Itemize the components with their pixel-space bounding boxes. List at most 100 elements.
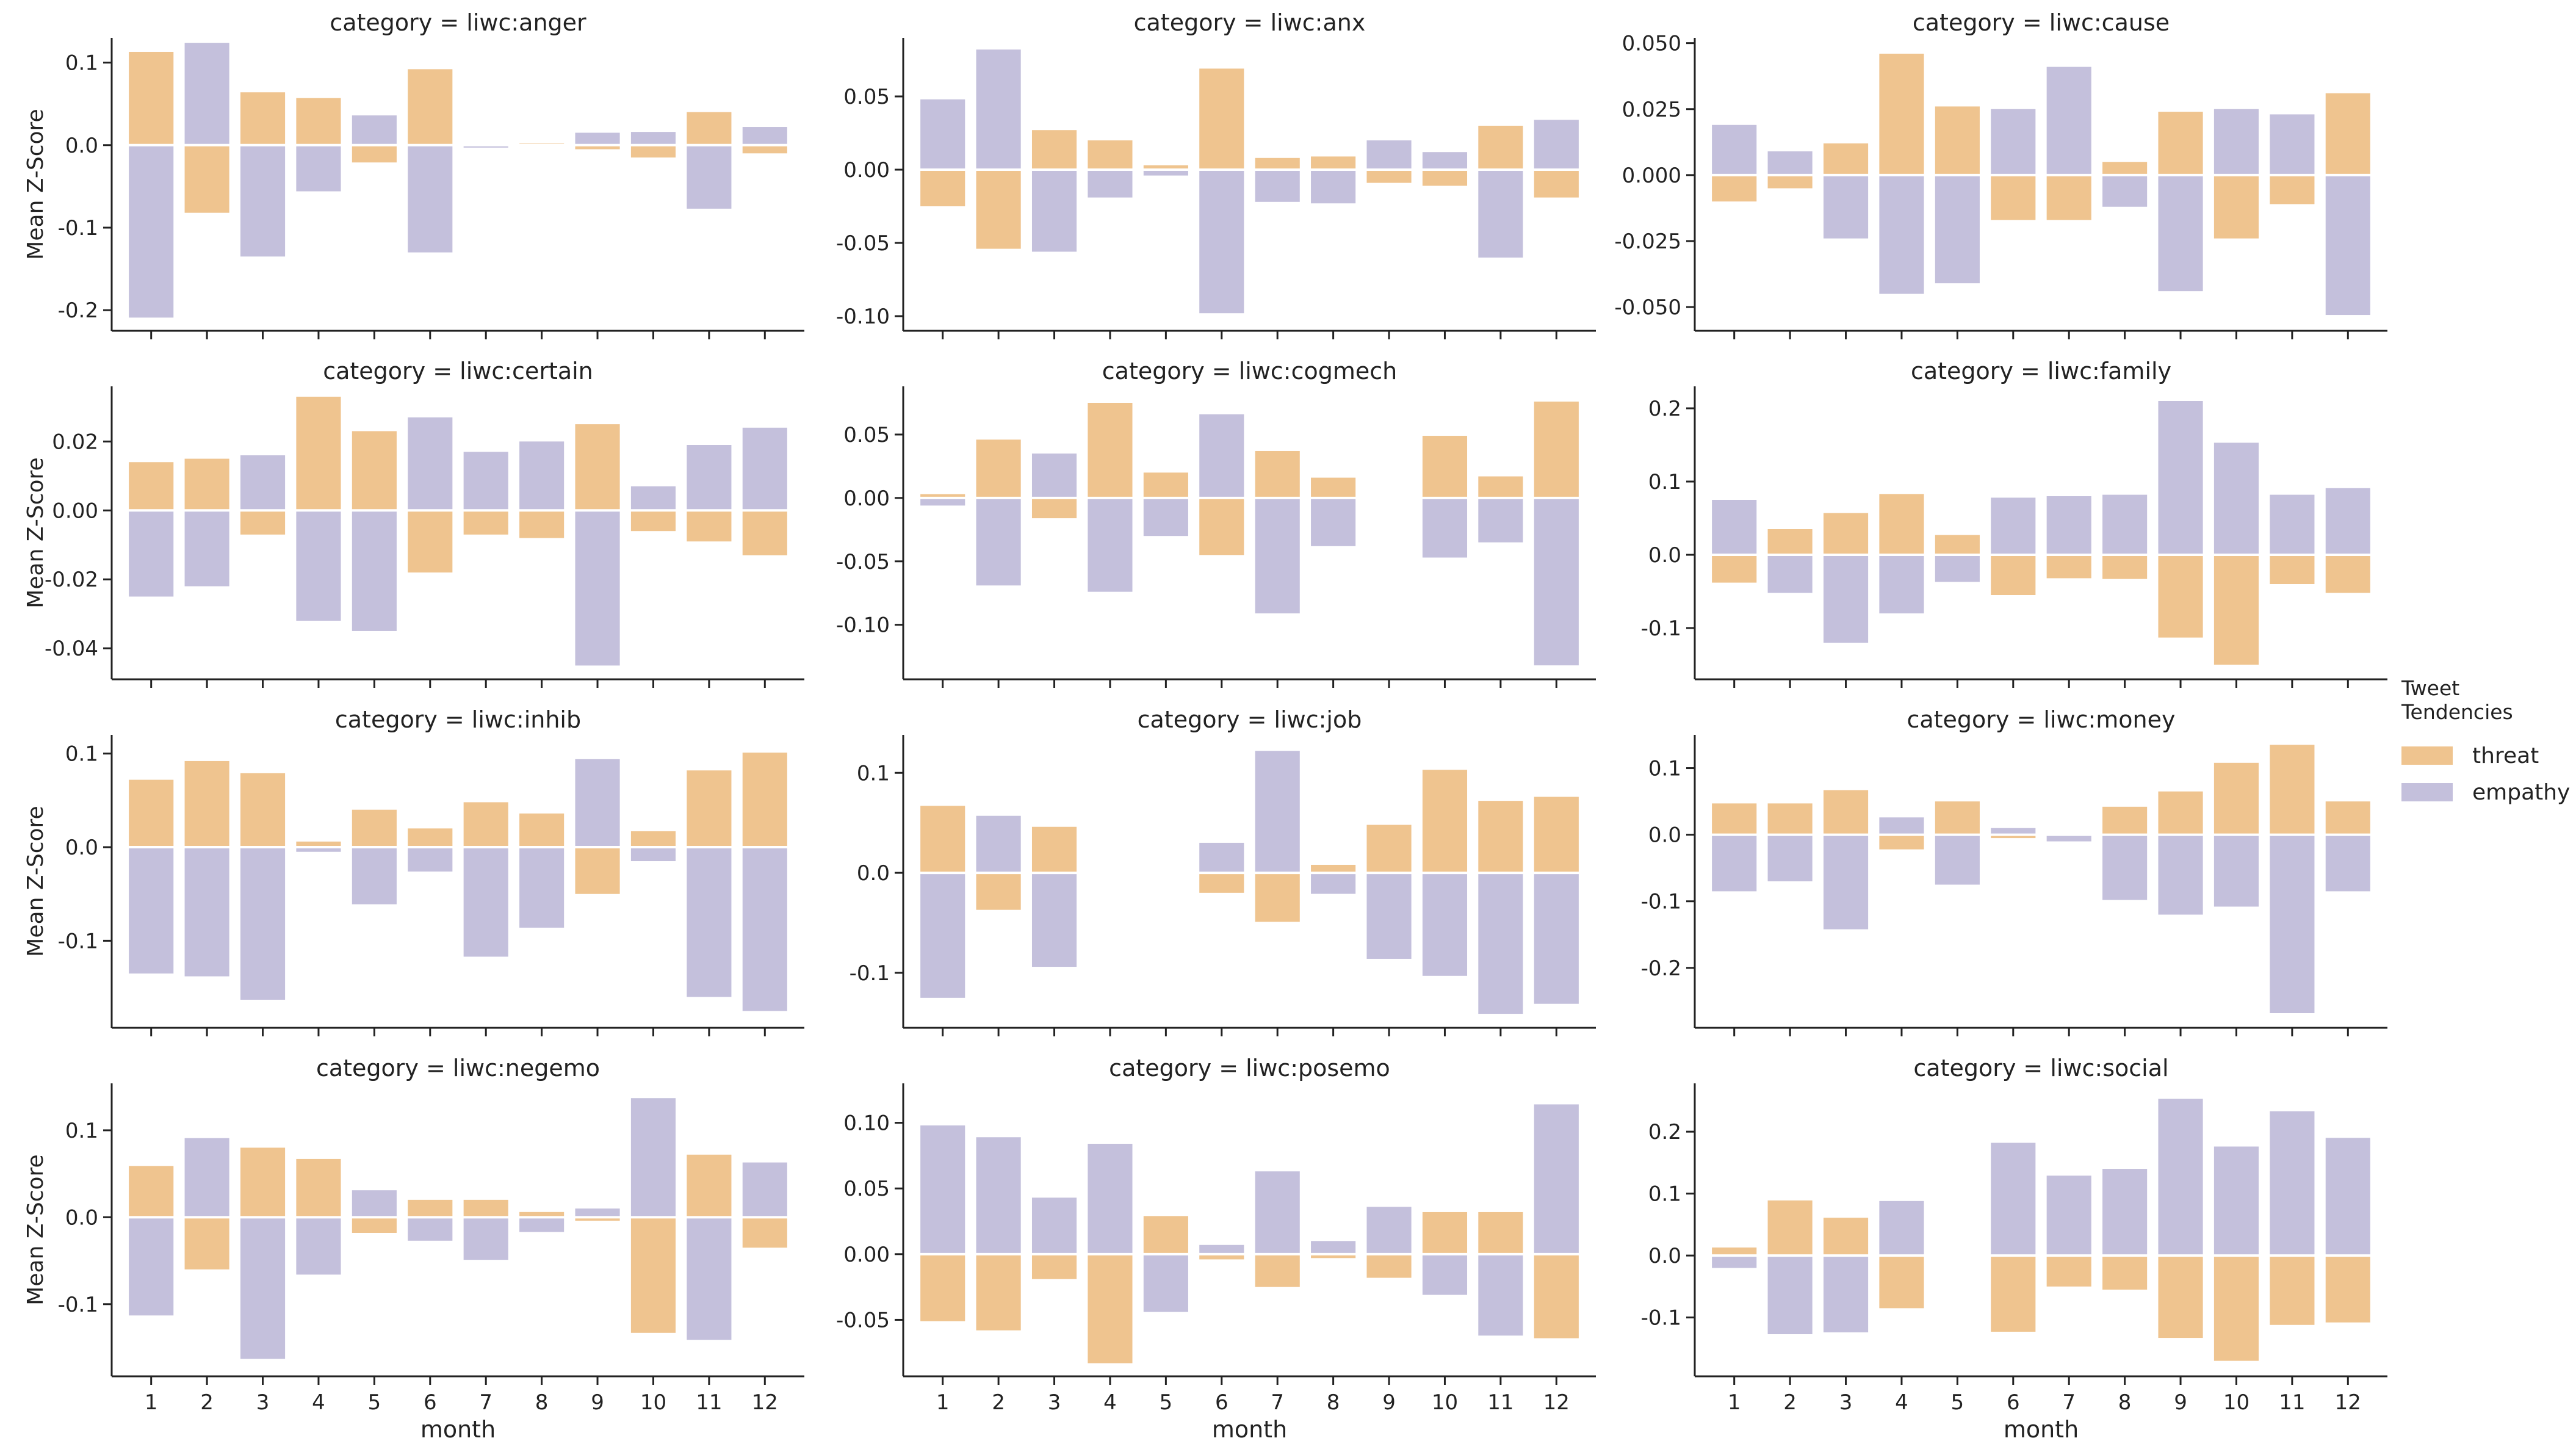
bar-empathy [920, 497, 965, 506]
bar-threat [129, 462, 174, 511]
bar-threat [1767, 175, 1813, 189]
bar-threat [408, 69, 453, 145]
bar-empathy [1031, 873, 1077, 967]
y-tick-label: 0.1 [65, 1119, 98, 1143]
y-tick-label: -0.10 [836, 613, 890, 638]
x-tick-label: 5 [1160, 1390, 1173, 1415]
bar-empathy [1935, 834, 1980, 885]
x-tick-label: 10 [2223, 1390, 2249, 1415]
y-tick-label: -0.1 [1641, 1306, 1681, 1331]
bar-threat [1767, 803, 1813, 835]
y-tick-label: 0.025 [1622, 98, 1681, 122]
y-tick-label: 0.05 [843, 85, 890, 109]
x-tick-label: 3 [1048, 1390, 1061, 1415]
bar-threat [2102, 162, 2148, 175]
y-tick-label: -0.04 [45, 637, 98, 661]
bar-empathy [1534, 873, 1579, 1004]
x-tick-label: 8 [2118, 1390, 2132, 1415]
bar-threat [2102, 1255, 2148, 1290]
bar-empathy [1712, 500, 1757, 555]
panel-title: category = liwc:inhib [335, 706, 581, 733]
bar-threat [630, 831, 676, 848]
x-tick-label: 6 [1215, 1390, 1228, 1415]
bar-threat [1088, 1254, 1133, 1364]
bar-empathy [296, 847, 341, 852]
bar-empathy [296, 510, 341, 621]
y-axis-label: Mean Z-Score [23, 457, 48, 608]
bar-threat [575, 847, 620, 894]
y-tick-label: -0.2 [1641, 956, 1681, 981]
bar-threat [408, 1199, 453, 1218]
y-tick-label: -0.05 [836, 231, 890, 256]
y-tick-label: -0.1 [58, 1293, 98, 1317]
bar-empathy [1879, 817, 1924, 835]
y-tick-label: -0.10 [836, 305, 890, 329]
bar-threat [920, 170, 965, 206]
bar-empathy [1712, 125, 1757, 175]
bar-threat [1199, 1254, 1244, 1260]
y-tick-label: -0.02 [45, 568, 98, 592]
bar-empathy [1143, 170, 1188, 176]
bar-empathy [920, 873, 965, 998]
bar-threat [129, 1166, 174, 1218]
x-tick-label: 2 [1783, 1390, 1797, 1415]
bar-threat [2046, 555, 2091, 579]
y-tick-label: 0.00 [52, 499, 98, 523]
y-axis-label: Mean Z-Score [23, 806, 48, 956]
x-tick-label: 8 [1327, 1390, 1340, 1415]
bar-empathy [1823, 175, 1869, 239]
y-axis-label: Mean Z-Score [23, 109, 48, 259]
bar-threat [519, 510, 565, 538]
bar-empathy [2270, 834, 2315, 1013]
bar-empathy [742, 847, 787, 1011]
bar-threat [1366, 825, 1412, 873]
bar-threat [1879, 53, 1924, 175]
bar-threat [630, 145, 676, 158]
bar-threat [463, 510, 508, 535]
panel-title: category = liwc:posemo [1109, 1055, 1390, 1082]
x-tick-label: 1 [1728, 1390, 1741, 1415]
bar-threat [1143, 1216, 1188, 1254]
bar-empathy [1088, 497, 1133, 592]
bar-threat [1199, 497, 1244, 555]
bar-threat [742, 510, 787, 555]
panel-title: category = liwc:social [1913, 1055, 2168, 1082]
bar-threat [1311, 477, 1356, 498]
bar-empathy [240, 847, 286, 1000]
bar-threat [352, 431, 397, 511]
bar-empathy [1199, 414, 1244, 498]
bar-threat [2325, 1255, 2370, 1323]
bar-empathy [463, 452, 508, 511]
bar-empathy [630, 486, 676, 511]
bar-empathy [1712, 1255, 1757, 1268]
bar-threat [184, 760, 229, 848]
bar-threat [920, 494, 965, 498]
x-tick-label: 5 [368, 1390, 381, 1415]
bar-empathy [519, 847, 565, 928]
x-tick-label: 4 [1103, 1390, 1117, 1415]
bar-threat [1823, 790, 1869, 835]
bar-threat [184, 1217, 229, 1270]
bar-empathy [240, 1217, 286, 1359]
y-tick-label: 0.0 [65, 134, 98, 158]
bar-threat [1879, 494, 1924, 555]
legend: Tweet Tendencies threat empathy [2401, 676, 2576, 811]
bar-empathy [1823, 555, 1869, 643]
bar-threat [1534, 1254, 1579, 1338]
bar-threat [1478, 476, 1523, 498]
bar-threat [976, 439, 1021, 498]
bar-empathy [1255, 751, 1300, 873]
legend-label-empathy: empathy [2472, 779, 2571, 805]
bar-threat [1422, 170, 1468, 186]
bar-threat [2270, 555, 2315, 584]
bar-empathy [1879, 555, 1924, 613]
x-tick-label: 9 [591, 1390, 604, 1415]
legend-swatch-threat [2401, 746, 2453, 765]
x-tick-label: 4 [312, 1390, 325, 1415]
bar-threat [742, 145, 787, 154]
bar-empathy [2102, 834, 2148, 900]
bar-empathy [687, 1217, 732, 1340]
bar-threat [296, 98, 341, 145]
bar-threat [1935, 106, 1980, 175]
